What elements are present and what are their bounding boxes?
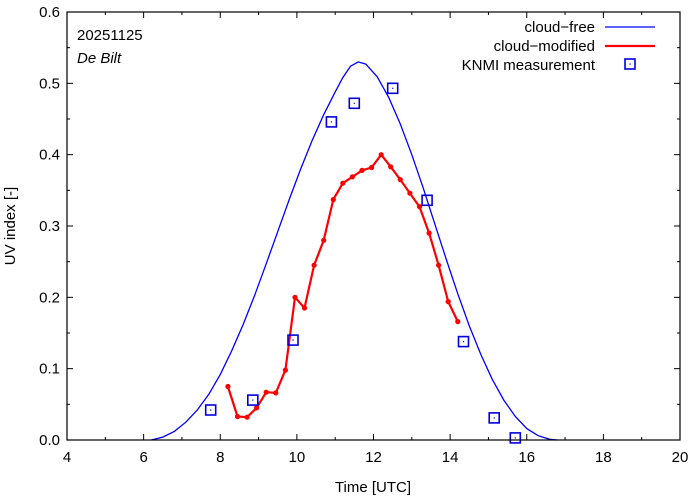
knmi-measurement-square (509, 432, 522, 444)
knmi-measurement-square (386, 82, 399, 95)
x-tick-label: 16 (518, 449, 535, 466)
knmi-measurement-point (386, 82, 399, 95)
cloud-modified-point (321, 237, 327, 243)
knmi-measurement-point (457, 335, 470, 348)
location-annotation: De Bilt (77, 50, 122, 67)
cloud-modified-point (369, 164, 375, 171)
cloud-modified-point (234, 413, 241, 420)
y-tick-label: 0.5 (39, 75, 60, 92)
knmi-measurement-square (287, 334, 299, 346)
knmi-measurement-point (488, 412, 501, 424)
knmi-measurement-point (247, 394, 259, 406)
knmi-measurement-dot (210, 409, 212, 411)
knmi-measurement-square (204, 404, 217, 416)
cloud-modified-point (292, 294, 298, 300)
knmi-measurement-dot (426, 199, 428, 201)
legend-swatch-knmi-dot (629, 63, 631, 65)
axes (66, 11, 681, 441)
knmi-measurement-dot (514, 437, 516, 439)
cloud-free-line (151, 61, 558, 441)
x-tick-label: 6 (139, 449, 147, 466)
knmi-measurement-point (509, 432, 522, 444)
cloud-modified-point (244, 414, 250, 420)
knmi-measurement-square (457, 335, 470, 348)
cloud-modified-point (311, 262, 317, 268)
y-tick-label: 0.1 (39, 361, 60, 378)
cloud-modified-point (359, 167, 365, 173)
knmi-measurement-square (247, 394, 259, 406)
y-tick-label: 0.4 (39, 147, 60, 164)
knmi-measurement-dot (330, 121, 332, 123)
knmi-measurement-square (325, 116, 338, 128)
knmi-measurement-point (421, 194, 433, 207)
cloud-modified-point (445, 299, 451, 305)
cloud-modified-point (397, 177, 403, 183)
knmi-measurement-dot (292, 339, 294, 341)
cloud-modified-point (436, 262, 442, 268)
date-annotation: 20251125 (77, 27, 143, 44)
legend-label-cloud-free: cloud−free (525, 19, 595, 36)
knmi-measurement-series (204, 82, 522, 444)
legend-label-knmi-measurement: KNMI measurement (462, 57, 596, 74)
cloud-modified-point (282, 367, 288, 373)
knmi-measurement-point (287, 334, 299, 346)
y-tick-label: 0.3 (39, 218, 60, 235)
cloud-modified-point (263, 389, 269, 395)
legend-label-cloud-modified: cloud−modified (494, 38, 595, 55)
cloud-modified-point (273, 390, 279, 396)
cloud-modified-point (254, 405, 260, 411)
legend-swatch-knmi-measurement (624, 58, 636, 70)
cloud-modified-point (388, 164, 394, 170)
x-tick-label: 18 (595, 449, 612, 466)
knmi-measurement-dot (493, 417, 495, 419)
cloud-modified-series (225, 152, 461, 420)
cloud-modified-point (407, 190, 413, 196)
x-axis-label: Time [UTC] (335, 479, 411, 496)
cloud-modified-point (378, 152, 384, 158)
cloud-modified-line (226, 153, 459, 419)
knmi-measurement-dot (252, 399, 254, 401)
cloud-modified-point (455, 319, 461, 325)
knmi-measurement-dot (462, 341, 465, 343)
cloud-modified-point (330, 197, 336, 203)
cloud-modified-point (416, 204, 423, 210)
knmi-measurement-square (488, 412, 501, 424)
knmi-measurement-square (421, 194, 433, 207)
cloud-modified-point (349, 174, 355, 180)
cloud-modified-point (426, 230, 432, 236)
cloud-modified-point (225, 383, 231, 390)
knmi-measurement-square (348, 97, 361, 110)
knmi-measurement-dot (392, 87, 394, 89)
cloud-free-series (151, 61, 558, 441)
x-tick-label: 12 (365, 449, 382, 466)
cloud-modified-point (301, 305, 308, 311)
ticks: 4 6 8 10 12 14 16 18 20 0.0 0.1 0.2 0.3 0.4 0.5 0.6 (39, 4, 688, 466)
legend: cloud−free cloud−modified KNMI measureme… (462, 19, 655, 74)
x-tick-label: 4 (63, 449, 71, 466)
y-tick-label: 0.2 (39, 289, 60, 306)
knmi-measurement-point (325, 116, 338, 128)
x-tick-label: 10 (289, 449, 306, 466)
y-tick-label: 0.0 (39, 432, 60, 449)
y-tick-label: 0.6 (39, 4, 60, 21)
knmi-measurement-dot (353, 102, 355, 104)
plot-frame (66, 11, 681, 441)
x-tick-label: 8 (216, 449, 224, 466)
cloud-modified-point (340, 180, 346, 186)
knmi-measurement-point (204, 404, 217, 416)
y-axis-label: UV index [-] (2, 187, 19, 265)
x-tick-label: 20 (672, 449, 689, 466)
knmi-measurement-point (348, 97, 361, 110)
x-tick-label: 14 (442, 449, 459, 466)
